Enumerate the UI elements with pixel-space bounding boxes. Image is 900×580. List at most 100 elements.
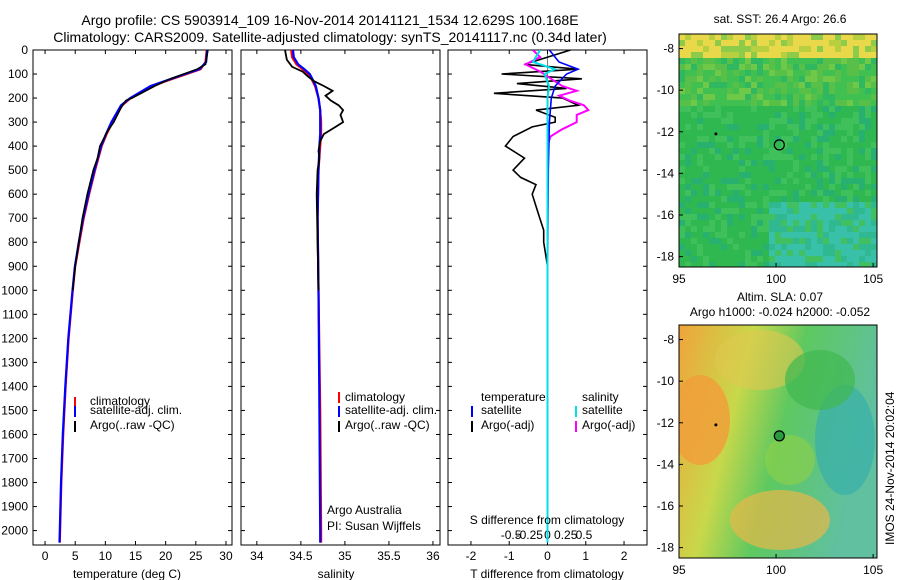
sst-cell: [733, 160, 739, 166]
sst-cell: [751, 136, 757, 142]
sst-cell: [859, 136, 865, 142]
sst-cell: [721, 64, 727, 70]
sst-cell: [679, 106, 685, 112]
sla-map-ticks: 95 100 105 -8 -10 -12 -14 -16 -18: [657, 333, 884, 577]
sst-cell: [691, 190, 697, 196]
sst-cell: [823, 58, 829, 64]
sst-cell: [757, 238, 763, 244]
sst-cell: [763, 118, 769, 124]
sst-cell: [769, 184, 775, 190]
sst-cell: [823, 130, 829, 136]
sst-cell: [793, 208, 799, 214]
sst-cell: [757, 100, 763, 106]
sst-cell: [739, 82, 745, 88]
sst-cell: [817, 64, 823, 70]
sst-cell: [757, 118, 763, 124]
sst-cell: [871, 118, 877, 124]
sst-cell: [745, 178, 751, 184]
sst-cell: [709, 136, 715, 142]
sst-cell: [847, 220, 853, 226]
sst-cell: [745, 94, 751, 100]
sst-cell: [757, 256, 763, 262]
sst-cell: [733, 52, 739, 58]
sst-cell: [829, 232, 835, 238]
sst-cell: [757, 64, 763, 70]
sst-cell: [835, 226, 841, 232]
sst-cell: [859, 202, 865, 208]
sst-cell: [721, 250, 727, 256]
sst-cell: [709, 34, 715, 40]
sst-cell: [757, 166, 763, 172]
sst-cell: [763, 52, 769, 58]
sst-cell: [787, 70, 793, 76]
sst-cell: [709, 64, 715, 70]
sst-cell: [817, 82, 823, 88]
sst-cell: [715, 244, 721, 250]
sst-cell: [763, 196, 769, 202]
sst-cell: [715, 238, 721, 244]
sst-cell: [697, 202, 703, 208]
sst-cell: [847, 52, 853, 58]
sst-cell: [751, 34, 757, 40]
sst-cell: [775, 40, 781, 46]
sst-cell: [865, 112, 871, 118]
sst-cell: [829, 70, 835, 76]
sst-cell: [733, 148, 739, 154]
sst-cell: [805, 202, 811, 208]
sst-cell: [727, 148, 733, 154]
sst-cell: [757, 76, 763, 82]
sst-cell: [871, 154, 877, 160]
sst-cell: [739, 136, 745, 142]
sst-cell: [781, 40, 787, 46]
sst-cell: [733, 166, 739, 172]
sst-cell: [853, 202, 859, 208]
sst-cell: [697, 130, 703, 136]
sst-cell: [715, 88, 721, 94]
sst-cell: [805, 208, 811, 214]
map-y-tick--8: -8: [663, 42, 674, 56]
sst-cell: [811, 106, 817, 112]
sst-cell: [817, 58, 823, 64]
sst-cell: [691, 244, 697, 250]
sst-cell: [859, 76, 865, 82]
sst-cell: [709, 214, 715, 220]
sst-cell: [829, 130, 835, 136]
sst-cell: [745, 214, 751, 220]
sst-cell: [793, 160, 799, 166]
sst-cell: [769, 196, 775, 202]
sst-cell: [733, 256, 739, 262]
sst-cell: [709, 40, 715, 46]
x2-tick-label-0.25: 0.25: [554, 528, 578, 542]
sst-cell: [781, 82, 787, 88]
sst-cell: [709, 184, 715, 190]
sst-cell: [859, 112, 865, 118]
sst-cell: [751, 172, 757, 178]
sst-cell: [853, 82, 859, 88]
sst-cell: [841, 130, 847, 136]
sst-cell: [709, 88, 715, 94]
sst-cell: [799, 220, 805, 226]
sst-cell: [745, 118, 751, 124]
sst-cell: [835, 130, 841, 136]
sst-cell: [781, 256, 787, 262]
sst-cell: [859, 238, 865, 244]
sst-cell: [853, 94, 859, 100]
sst-cell: [691, 238, 697, 244]
sst-cell: [817, 250, 823, 256]
sst-cell: [727, 160, 733, 166]
sst-cell: [739, 166, 745, 172]
sst-cell: [751, 70, 757, 76]
sst-cell: [865, 202, 871, 208]
sst-cell: [769, 256, 775, 262]
depth-tick-1500: 1500: [1, 403, 28, 417]
sst-cell: [829, 202, 835, 208]
sst-cell: [817, 172, 823, 178]
sst-cell: [697, 118, 703, 124]
sst-cell: [871, 208, 877, 214]
sst-cell: [709, 244, 715, 250]
sst-cell: [769, 238, 775, 244]
x2-tick-label--0.5: -0.5: [501, 528, 522, 542]
sst-cell: [781, 124, 787, 130]
sst-cell: [829, 94, 835, 100]
sst-cell: [703, 160, 709, 166]
